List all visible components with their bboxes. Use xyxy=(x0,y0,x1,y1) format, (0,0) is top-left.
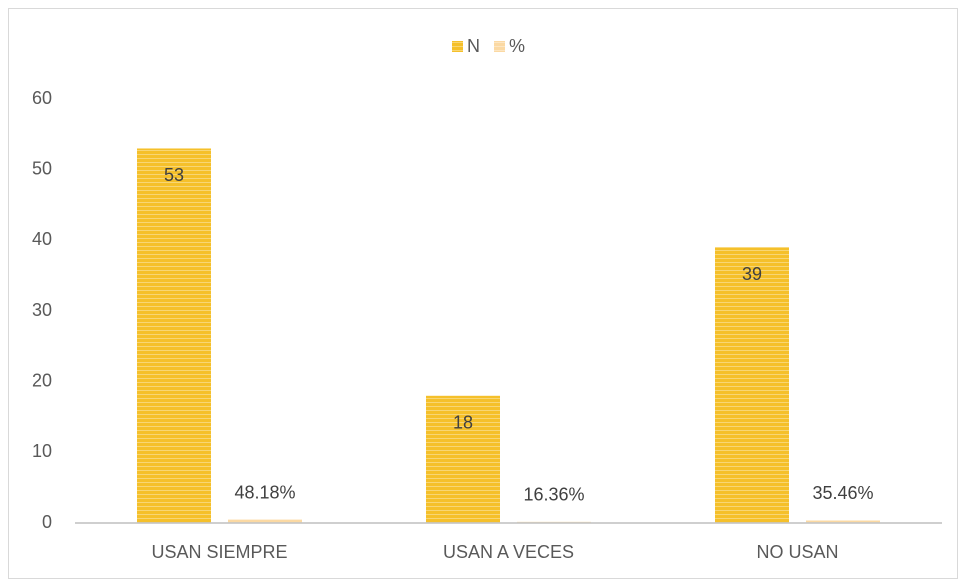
y-tick-label: 60 xyxy=(32,88,52,108)
legend-swatch xyxy=(452,41,463,52)
y-tick-label: 50 xyxy=(32,158,52,178)
bar xyxy=(137,148,211,523)
y-tick-label: 30 xyxy=(32,300,52,320)
bar xyxy=(806,520,880,523)
data-label: 35.46% xyxy=(812,483,873,503)
bar xyxy=(228,519,302,523)
data-label: 53 xyxy=(164,165,184,185)
legend-label: N xyxy=(467,36,480,56)
data-label: 16.36% xyxy=(523,485,584,505)
x-tick-label: NO USAN xyxy=(756,542,838,562)
y-tick-label: 0 xyxy=(42,512,52,532)
bar xyxy=(715,247,789,523)
x-tick-label: USAN A VECES xyxy=(443,542,574,562)
legend-swatch xyxy=(494,41,505,52)
data-label: 39 xyxy=(742,264,762,284)
x-tick-label: USAN SIEMPRE xyxy=(151,542,287,562)
y-tick-label: 20 xyxy=(32,370,52,390)
data-label: 48.18% xyxy=(234,482,295,502)
y-tick-label: 10 xyxy=(32,441,52,461)
y-tick-label: 40 xyxy=(32,229,52,249)
legend-label: % xyxy=(509,36,525,56)
bar xyxy=(426,395,500,523)
data-label: 18 xyxy=(453,413,473,433)
